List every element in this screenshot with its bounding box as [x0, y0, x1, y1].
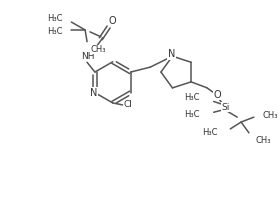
- Text: N: N: [90, 88, 98, 98]
- Text: O: O: [109, 16, 116, 26]
- Text: H₃C: H₃C: [185, 93, 200, 102]
- Text: Si: Si: [221, 103, 230, 112]
- Text: N: N: [168, 49, 175, 59]
- Text: H₃C: H₃C: [202, 128, 218, 137]
- Text: NH: NH: [81, 52, 95, 61]
- Text: H₃C: H₃C: [185, 110, 200, 119]
- Text: H₃C: H₃C: [47, 27, 62, 36]
- Text: CH₃: CH₃: [256, 136, 271, 145]
- Text: H₃C: H₃C: [47, 14, 62, 23]
- Text: CH₃: CH₃: [263, 111, 278, 120]
- Text: CH₃: CH₃: [91, 45, 106, 54]
- Text: Cl: Cl: [124, 100, 133, 109]
- Text: O: O: [214, 90, 221, 100]
